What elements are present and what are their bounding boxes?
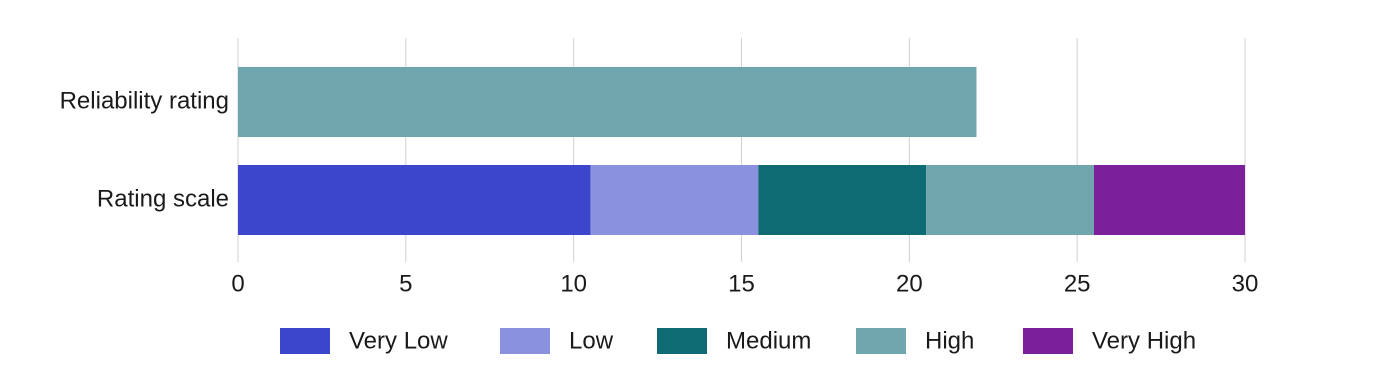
bar-segment: [1093, 165, 1245, 235]
legend-swatch: [1023, 328, 1073, 354]
x-tick-label: 25: [1064, 270, 1091, 297]
x-tick-label: 10: [560, 270, 587, 297]
x-tick-label: 20: [896, 270, 923, 297]
legend-label: Low: [569, 327, 614, 354]
bar-segment: [926, 165, 1094, 235]
legend-label: Medium: [726, 327, 811, 354]
bar-segment: [238, 165, 591, 235]
legend-swatch: [500, 328, 550, 354]
legend-label: Very High: [1092, 327, 1196, 354]
legend-swatch: [657, 328, 707, 354]
bar-segment: [590, 165, 759, 235]
x-tick-label: 30: [1232, 270, 1259, 297]
bar-segment: [238, 67, 977, 137]
y-tick-label: Reliability rating: [60, 87, 229, 114]
y-tick-label: Rating scale: [97, 185, 229, 212]
x-tick-label: 15: [728, 270, 755, 297]
bar-segment: [758, 165, 927, 235]
x-tick-label: 0: [231, 270, 244, 297]
legend-label: Very Low: [349, 327, 448, 354]
legend-label: High: [925, 327, 974, 354]
legend-swatch: [280, 328, 330, 354]
legend-swatch: [856, 328, 906, 354]
x-tick-label: 5: [399, 270, 412, 297]
